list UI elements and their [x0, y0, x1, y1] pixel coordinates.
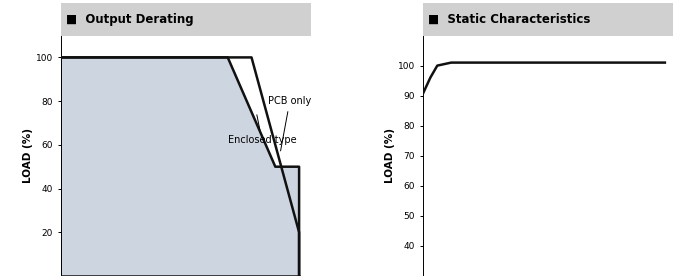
Text: ■  Static Characteristics: ■ Static Characteristics [428, 13, 591, 26]
Text: PCB only: PCB only [268, 96, 311, 151]
Text: ■  Output Derating: ■ Output Derating [66, 13, 194, 26]
Text: Enclosed type: Enclosed type [228, 115, 296, 145]
Y-axis label: LOAD (%): LOAD (%) [385, 128, 395, 183]
Polygon shape [61, 57, 299, 276]
Y-axis label: LOAD (%): LOAD (%) [23, 128, 33, 183]
